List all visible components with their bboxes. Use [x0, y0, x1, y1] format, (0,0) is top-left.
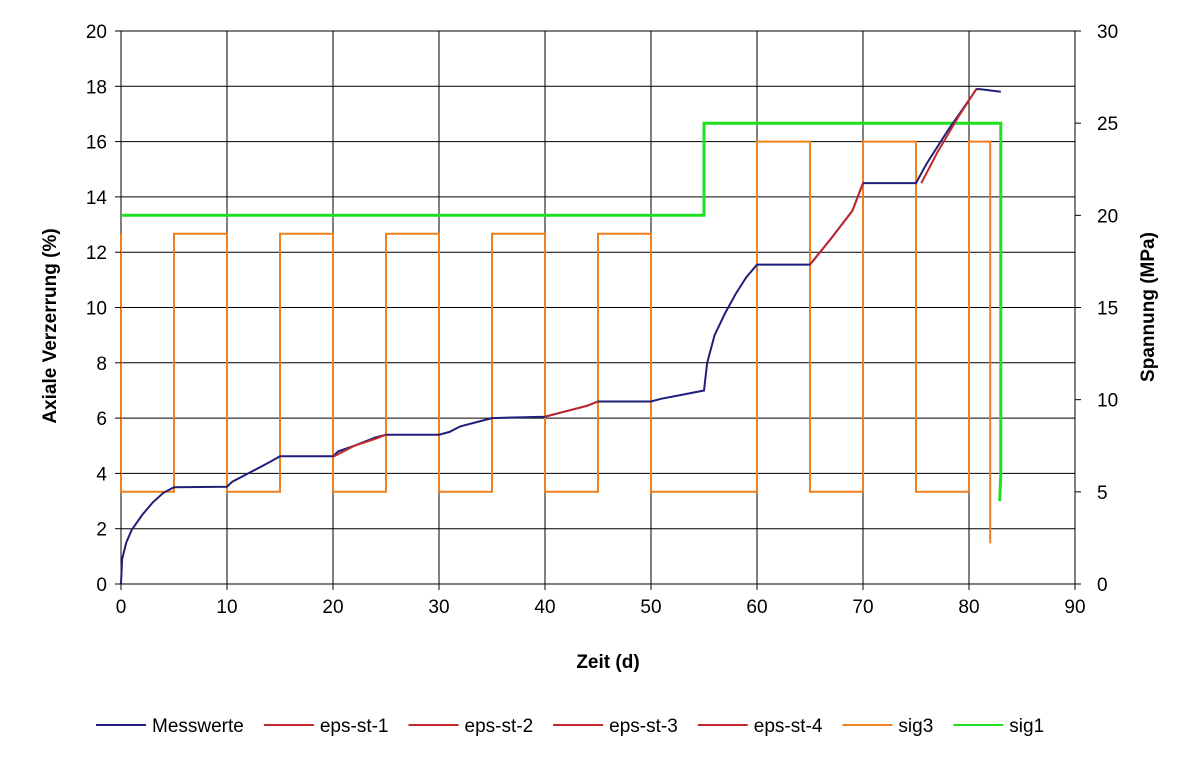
y-tick-label: 6: [96, 409, 107, 430]
y2-tick-label: 30: [1097, 22, 1118, 43]
x-tick-label: 90: [1064, 597, 1085, 618]
y-tick-label: 12: [86, 243, 107, 264]
x-tick-label: 10: [216, 597, 237, 618]
legend-label: eps-st-4: [754, 716, 823, 737]
left-axis-ticks: 0 2 4 6 8 10 12 14 16 18 20: [86, 22, 121, 596]
legend: Messwerte eps-st-1 eps-st-2 eps-st-3 eps-st-…: [96, 716, 1044, 737]
series-line-sig3: [120, 140, 992, 544]
y2-tick-label: 15: [1097, 299, 1118, 320]
y2-axis-title: Spannung (MPa): [1138, 232, 1159, 382]
legend-label: Messwerte: [152, 716, 244, 737]
x-tick-label: 0: [116, 597, 127, 618]
x-tick-label: 50: [640, 597, 661, 618]
series-layer: [120, 88, 1003, 585]
y-axis-title: Axiale Verzerrung (%): [40, 228, 61, 423]
legend-label: eps-st-2: [465, 716, 534, 737]
x-tick-label: 80: [958, 597, 979, 618]
y-tick-label: 4: [96, 464, 107, 485]
x-tick-label: 60: [746, 597, 767, 618]
y-tick-label: 8: [96, 354, 107, 375]
x-axis-title: Zeit (d): [576, 652, 639, 673]
y-tick-label: 10: [86, 299, 107, 320]
legend-label: sig3: [898, 716, 933, 737]
bottom-axis-ticks: 0 10 20 30 40 50 60 70 80 90: [116, 584, 1086, 618]
x-tick-label: 30: [428, 597, 449, 618]
series-line-eps-st-1: [332, 433, 387, 458]
series-line-eps-st-4: [920, 88, 978, 184]
x-tick-label: 20: [322, 597, 343, 618]
y-tick-label: 16: [86, 133, 107, 154]
y2-tick-label: 20: [1097, 206, 1118, 227]
legend-label: eps-st-1: [320, 716, 389, 737]
y2-tick-label: 25: [1097, 114, 1118, 135]
x-tick-label: 40: [534, 597, 555, 618]
y-tick-label: 20: [86, 22, 107, 43]
y2-tick-label: 10: [1097, 391, 1118, 412]
y2-tick-label: 5: [1097, 483, 1108, 504]
series-line-eps-st-3: [809, 182, 864, 266]
y-tick-label: 14: [86, 188, 108, 209]
x-tick-label: 70: [852, 597, 873, 618]
series-line-sig1: [121, 121, 1003, 502]
legend-label: eps-st-3: [609, 716, 678, 737]
y-tick-label: 2: [96, 520, 107, 541]
y2-tick-label: 0: [1097, 575, 1108, 596]
right-axis-ticks: 0 5 10 15 20 25 30: [1075, 22, 1118, 596]
y-tick-label: 18: [86, 77, 107, 98]
series-line-eps-st-2: [544, 400, 599, 418]
legend-label: sig1: [1009, 716, 1044, 737]
y-tick-label: 0: [96, 575, 107, 596]
